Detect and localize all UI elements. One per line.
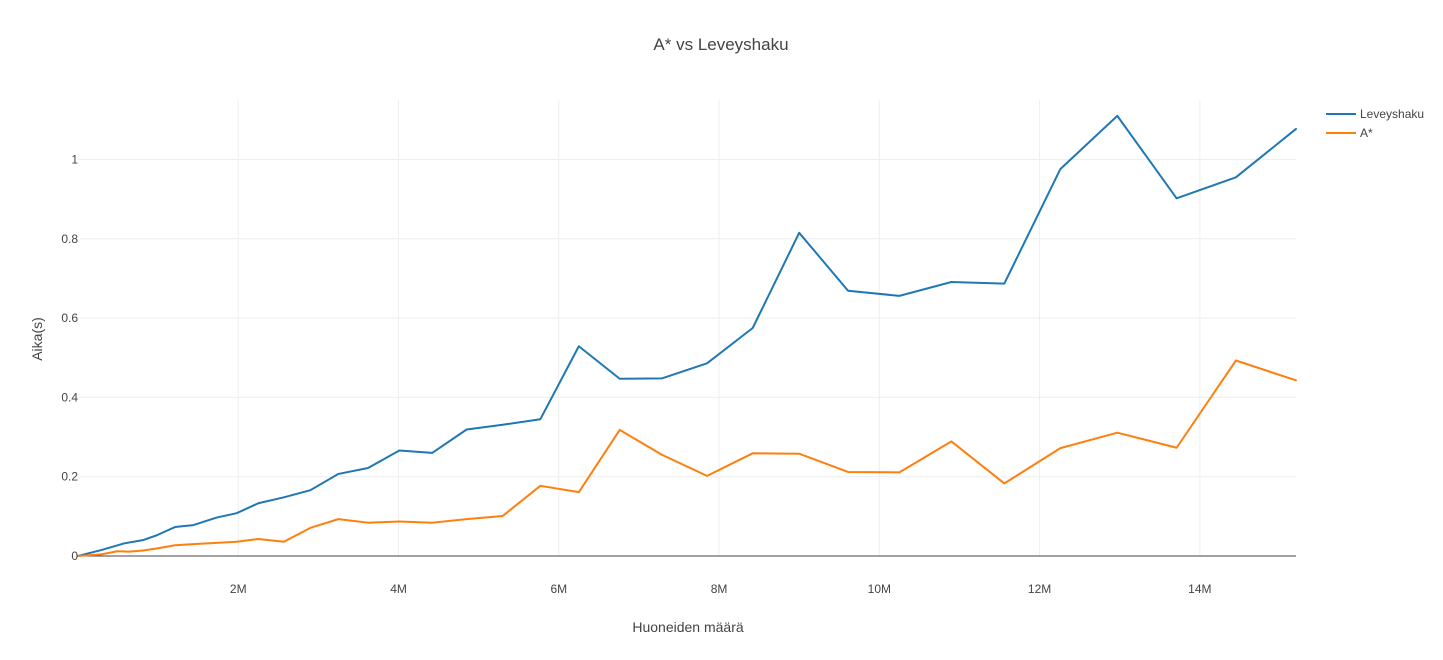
legend: Leveyshaku A* <box>1326 107 1424 140</box>
y-tick-label: 1 <box>71 152 78 166</box>
x-tick-label: 6M <box>550 582 567 596</box>
legend-item[interactable]: A* <box>1326 126 1373 140</box>
y-tick-label: 0.4 <box>61 390 78 404</box>
x-tick-label: 4M <box>390 582 407 596</box>
series-line-leveyshaku <box>77 114 1297 557</box>
y-tick-label: 0.8 <box>61 232 78 246</box>
x-tick-label: 2M <box>230 582 247 596</box>
series-layer <box>77 114 1297 557</box>
x-tick-label: 10M <box>868 582 891 596</box>
y-tick-label: 0.6 <box>61 311 78 325</box>
x-tick-label: 14M <box>1188 582 1211 596</box>
x-tick-label: 8M <box>711 582 728 596</box>
x-axis-ticks: 2M 4M 6M 8M 10M 12M 14M <box>230 582 1212 596</box>
y-axis-label: Aika(s) <box>29 317 45 361</box>
series-line-a-star <box>77 359 1297 557</box>
x-axis-label: Huoneiden määrä <box>632 619 744 635</box>
legend-item[interactable]: Leveyshaku <box>1326 107 1424 121</box>
y-tick-label: 0 <box>71 549 78 563</box>
y-axis-ticks: 0 0.2 0.4 0.6 0.8 1 <box>61 152 78 563</box>
grid-layer <box>78 100 1296 556</box>
y-tick-label: 0.2 <box>61 470 78 484</box>
legend-label: A* <box>1360 126 1373 140</box>
chart-title: A* vs Leveyshaku <box>653 35 788 54</box>
legend-label: Leveyshaku <box>1360 107 1424 121</box>
x-tick-label: 12M <box>1028 582 1051 596</box>
